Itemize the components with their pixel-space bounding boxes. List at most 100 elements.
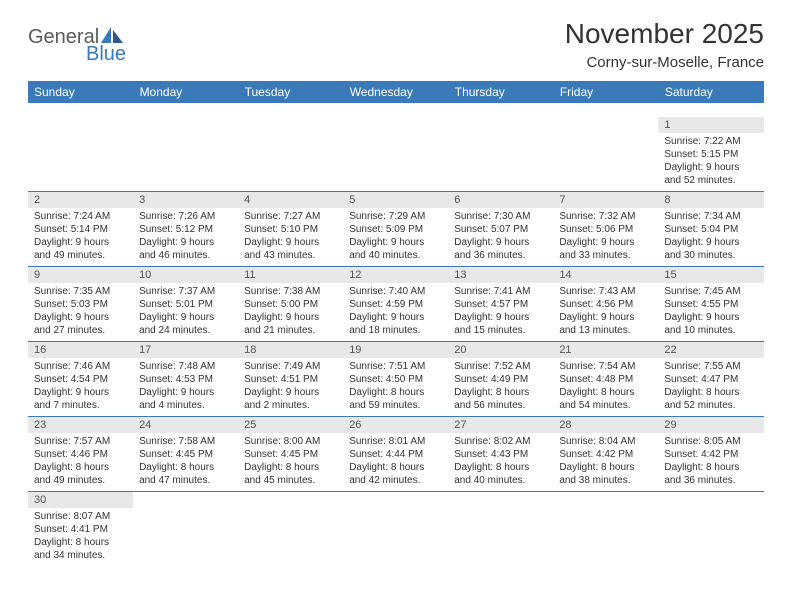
- day-data-cell: Sunrise: 7:55 AMSunset: 4:47 PMDaylight:…: [658, 358, 763, 417]
- daylight-text-2: and 40 minutes.: [349, 249, 442, 262]
- day-data-cell: [343, 508, 448, 566]
- daylight-text-1: Daylight: 9 hours: [664, 311, 757, 324]
- sunrise-text: Sunrise: 7:32 AM: [559, 210, 652, 223]
- daylight-text-2: and 36 minutes.: [454, 249, 547, 262]
- day-number-cell: 21: [553, 342, 658, 359]
- sunset-text: Sunset: 4:51 PM: [244, 373, 337, 386]
- day-number-cell: 28: [553, 417, 658, 434]
- day-data-cell: [28, 133, 133, 192]
- daylight-text-2: and 2 minutes.: [244, 399, 337, 412]
- day-number-cell: 6: [448, 192, 553, 209]
- daylight-text-1: Daylight: 9 hours: [244, 311, 337, 324]
- day-data-cell: Sunrise: 7:41 AMSunset: 4:57 PMDaylight:…: [448, 283, 553, 342]
- daylight-text-2: and 30 minutes.: [664, 249, 757, 262]
- logo-text-2: Blue: [86, 43, 126, 66]
- header: GeneralBlue November 2025 Corny-sur-Mose…: [28, 18, 764, 71]
- sunrise-text: Sunrise: 7:48 AM: [139, 360, 232, 373]
- daylight-text-1: Daylight: 9 hours: [349, 311, 442, 324]
- daylight-text-1: Daylight: 9 hours: [559, 311, 652, 324]
- sunrise-text: Sunrise: 8:01 AM: [349, 435, 442, 448]
- day-number-cell: 11: [238, 267, 343, 284]
- sunset-text: Sunset: 4:46 PM: [34, 448, 127, 461]
- daylight-text-1: Daylight: 9 hours: [139, 386, 232, 399]
- day-number-cell: 20: [448, 342, 553, 359]
- day-number-cell: [343, 492, 448, 509]
- logo: GeneralBlue: [28, 26, 126, 66]
- day-number-cell: 24: [133, 417, 238, 434]
- daylight-text-2: and 10 minutes.: [664, 324, 757, 337]
- day-number-cell: [28, 117, 133, 133]
- day-number-cell: 17: [133, 342, 238, 359]
- day-data-cell: Sunrise: 7:43 AMSunset: 4:56 PMDaylight:…: [553, 283, 658, 342]
- day-number-cell: 26: [343, 417, 448, 434]
- day-data-cell: [658, 508, 763, 566]
- day-data-cell: Sunrise: 7:38 AMSunset: 5:00 PMDaylight:…: [238, 283, 343, 342]
- sunrise-text: Sunrise: 7:41 AM: [454, 285, 547, 298]
- day-data-cell: Sunrise: 7:49 AMSunset: 4:51 PMDaylight:…: [238, 358, 343, 417]
- sunset-text: Sunset: 5:12 PM: [139, 223, 232, 236]
- sunrise-text: Sunrise: 7:45 AM: [664, 285, 757, 298]
- sunset-text: Sunset: 5:14 PM: [34, 223, 127, 236]
- sunrise-text: Sunrise: 7:49 AM: [244, 360, 337, 373]
- daylight-text-2: and 36 minutes.: [664, 474, 757, 487]
- day-data-cell: Sunrise: 7:37 AMSunset: 5:01 PMDaylight:…: [133, 283, 238, 342]
- sunset-text: Sunset: 4:55 PM: [664, 298, 757, 311]
- sunrise-text: Sunrise: 7:57 AM: [34, 435, 127, 448]
- daylight-text-2: and 47 minutes.: [139, 474, 232, 487]
- daylight-text-2: and 24 minutes.: [139, 324, 232, 337]
- sunrise-text: Sunrise: 7:51 AM: [349, 360, 442, 373]
- daylight-text-1: Daylight: 9 hours: [139, 311, 232, 324]
- daylight-text-2: and 18 minutes.: [349, 324, 442, 337]
- day-data-cell: Sunrise: 7:46 AMSunset: 4:54 PMDaylight:…: [28, 358, 133, 417]
- day-number-cell: 7: [553, 192, 658, 209]
- day-number-cell: 25: [238, 417, 343, 434]
- day-number-cell: [448, 492, 553, 509]
- day-number-cell: 12: [343, 267, 448, 284]
- day-data-cell: Sunrise: 7:58 AMSunset: 4:45 PMDaylight:…: [133, 433, 238, 492]
- day-data-row: Sunrise: 7:24 AMSunset: 5:14 PMDaylight:…: [28, 208, 764, 267]
- daylight-text-2: and 56 minutes.: [454, 399, 547, 412]
- day-number-cell: [553, 117, 658, 133]
- day-number-cell: 29: [658, 417, 763, 434]
- day-data-cell: Sunrise: 8:02 AMSunset: 4:43 PMDaylight:…: [448, 433, 553, 492]
- sunset-text: Sunset: 5:01 PM: [139, 298, 232, 311]
- daylight-text-1: Daylight: 9 hours: [244, 386, 337, 399]
- day-number-cell: 19: [343, 342, 448, 359]
- day-number-cell: 5: [343, 192, 448, 209]
- daylight-text-1: Daylight: 9 hours: [34, 311, 127, 324]
- sunset-text: Sunset: 4:42 PM: [664, 448, 757, 461]
- day-data-cell: Sunrise: 7:48 AMSunset: 4:53 PMDaylight:…: [133, 358, 238, 417]
- day-data-cell: [448, 133, 553, 192]
- sunrise-text: Sunrise: 7:55 AM: [664, 360, 757, 373]
- day-number-cell: [238, 117, 343, 133]
- daylight-text-1: Daylight: 9 hours: [664, 161, 757, 174]
- day-data-cell: [238, 133, 343, 192]
- day-data-cell: [553, 133, 658, 192]
- daylight-text-2: and 59 minutes.: [349, 399, 442, 412]
- day-data-cell: Sunrise: 8:01 AMSunset: 4:44 PMDaylight:…: [343, 433, 448, 492]
- day-number-row: 9101112131415: [28, 267, 764, 284]
- sunset-text: Sunset: 4:54 PM: [34, 373, 127, 386]
- daylight-text-1: Daylight: 8 hours: [664, 461, 757, 474]
- sunset-text: Sunset: 5:15 PM: [664, 148, 757, 161]
- daylight-text-1: Daylight: 9 hours: [244, 236, 337, 249]
- day-number-cell: 27: [448, 417, 553, 434]
- day-data-row: Sunrise: 7:22 AMSunset: 5:15 PMDaylight:…: [28, 133, 764, 192]
- day-data-cell: Sunrise: 7:35 AMSunset: 5:03 PMDaylight:…: [28, 283, 133, 342]
- daylight-text-1: Daylight: 9 hours: [349, 236, 442, 249]
- daylight-text-2: and 49 minutes.: [34, 249, 127, 262]
- daylight-text-1: Daylight: 9 hours: [559, 236, 652, 249]
- day-number-cell: [133, 492, 238, 509]
- day-number-cell: 22: [658, 342, 763, 359]
- weekday-header: Tuesday: [238, 81, 343, 103]
- daylight-text-2: and 33 minutes.: [559, 249, 652, 262]
- day-data-cell: Sunrise: 7:22 AMSunset: 5:15 PMDaylight:…: [658, 133, 763, 192]
- weekday-header: Monday: [133, 81, 238, 103]
- sunset-text: Sunset: 5:09 PM: [349, 223, 442, 236]
- sunrise-text: Sunrise: 8:07 AM: [34, 510, 127, 523]
- day-data-cell: [343, 133, 448, 192]
- daylight-text-2: and 7 minutes.: [34, 399, 127, 412]
- day-number-cell: 8: [658, 192, 763, 209]
- daylight-text-2: and 4 minutes.: [139, 399, 232, 412]
- day-number-cell: 2: [28, 192, 133, 209]
